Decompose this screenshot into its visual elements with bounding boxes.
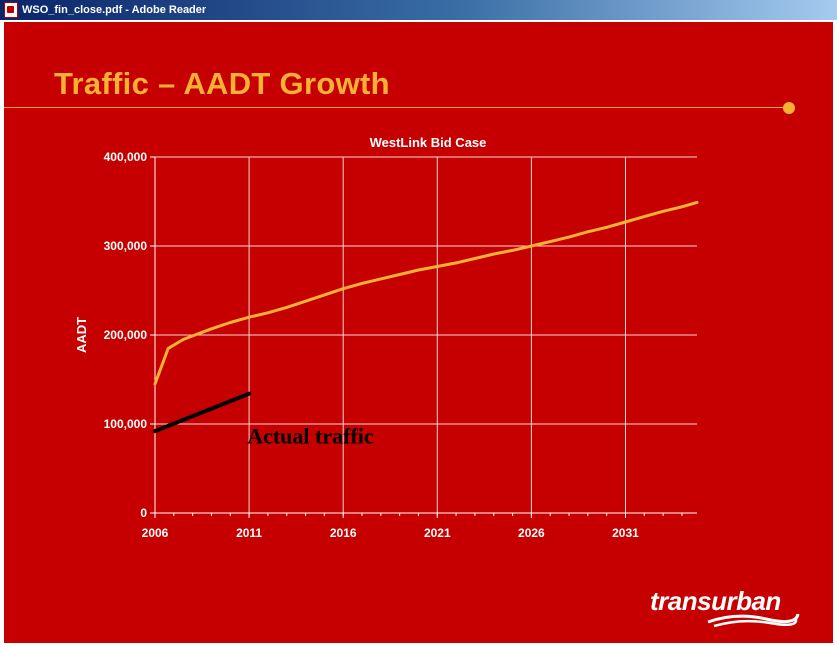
- window-title: WSO_fin_close.pdf - Adobe Reader: [22, 4, 207, 16]
- chart-title: WestLink Bid Case: [370, 135, 487, 150]
- y-axis-label: AADT: [74, 317, 89, 353]
- slide-title: Traffic – AADT Growth: [54, 66, 390, 101]
- x-tick-label: 2006: [142, 526, 169, 540]
- aadt-line-chart: WestLink Bid Case 0 100,000 200,000 300,000 4…: [74, 135, 699, 540]
- y-tick-label: 400,000: [104, 150, 148, 164]
- y-tick-label: 0: [140, 506, 147, 520]
- series-line-actual: [153, 391, 252, 434]
- x-tick-label: 2026: [518, 526, 545, 540]
- y-tick-label: 100,000: [104, 417, 148, 431]
- title-divider-line: [4, 107, 788, 108]
- x-tick-label: 2031: [612, 526, 639, 540]
- pdf-document-icon: [4, 2, 18, 18]
- logo-swoosh-icon: [707, 613, 800, 628]
- y-tick-label: 200,000: [104, 328, 148, 342]
- title-bullet-dot: [783, 102, 795, 114]
- transurban-logo: transurban: [650, 586, 800, 628]
- series-line-bid-case: [153, 200, 699, 386]
- x-tick-label: 2021: [424, 526, 451, 540]
- logo-wordmark: transurban: [650, 586, 781, 616]
- window-title-bar[interactable]: WSO_fin_close.pdf - Adobe Reader: [0, 0, 837, 20]
- y-tick-label: 300,000: [104, 239, 148, 253]
- slide: Traffic – AADT Growth WestLink Bid Case 0…: [4, 22, 833, 643]
- annotation-actual-traffic: Actual traffic: [247, 424, 374, 449]
- x-tick-label: 2016: [330, 526, 357, 540]
- x-tick-label: 2011: [236, 526, 262, 540]
